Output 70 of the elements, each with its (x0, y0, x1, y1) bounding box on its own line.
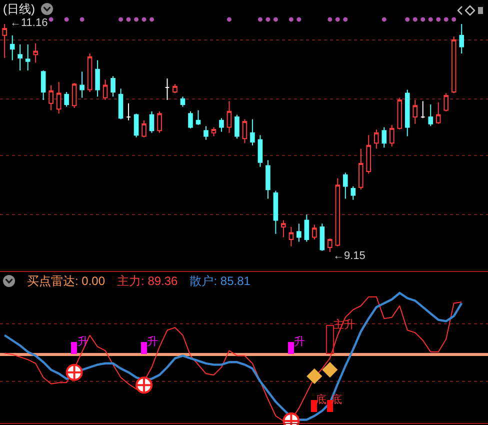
candlestick (335, 178, 340, 247)
candlestick (157, 110, 162, 134)
candlestick (312, 224, 317, 240)
candlestick (10, 34, 15, 61)
candlestick (459, 24, 464, 54)
candlestick (296, 223, 302, 242)
candlestick (134, 113, 139, 138)
candlestick (343, 172, 348, 200)
candlestick (444, 92, 449, 112)
candlestick (428, 104, 434, 127)
candlestick (80, 71, 84, 98)
candlestick (389, 124, 394, 148)
candlestick (451, 36, 456, 94)
candlestick (118, 88, 124, 120)
candlestick (234, 114, 240, 140)
candlestick (266, 160, 270, 200)
candlestick (188, 110, 193, 129)
candlestick (350, 186, 356, 200)
candlestick (142, 120, 146, 138)
candlestick (412, 100, 418, 124)
candlestick (242, 118, 248, 144)
candlestick (436, 102, 441, 124)
candlestick (320, 223, 325, 252)
candlestick (72, 82, 77, 108)
candlestick (281, 220, 286, 238)
candlestick (33, 42, 38, 64)
candlestick (56, 81, 62, 114)
candlestick (420, 100, 426, 119)
text: 主力: 89.36 (117, 274, 178, 288)
candlestick (48, 84, 54, 111)
candlestick (180, 96, 186, 108)
candlestick (40, 70, 46, 100)
candlestick (149, 110, 154, 134)
candlestick (397, 97, 402, 130)
point (322, 362, 338, 378)
candlestick (64, 92, 69, 108)
annotation: ←9.15 (333, 250, 366, 262)
candlestick (273, 190, 278, 234)
candlestick (304, 214, 310, 242)
candlestick (102, 79, 108, 100)
annotation: 底 (315, 394, 326, 406)
candlestick (18, 44, 22, 72)
candlestick (219, 118, 224, 132)
candlestick (172, 84, 178, 94)
candlestick (404, 89, 410, 137)
text: 散户: 85.81 (190, 274, 250, 288)
candlestick (95, 60, 100, 98)
annotation: 升 (147, 336, 158, 348)
candlestick (374, 128, 379, 150)
candlestick (164, 78, 170, 100)
candlestick (358, 148, 364, 190)
candlestick (211, 126, 216, 137)
candlestick (366, 134, 372, 174)
candlestick (328, 238, 332, 252)
candlestick (196, 110, 201, 126)
candlestick (226, 100, 232, 134)
annotation: ←11.16 (10, 17, 48, 29)
chart-title: (日线) (3, 2, 35, 16)
candlestick (288, 226, 294, 247)
candlestick (258, 134, 263, 168)
candlestick (250, 118, 255, 146)
candlestick (110, 76, 116, 98)
candlestick (25, 44, 30, 72)
candlestick (126, 102, 131, 121)
annotation: 升 (294, 336, 306, 348)
candlestick (204, 126, 208, 140)
point (306, 368, 322, 384)
text: 买点雷达: 0.00 (27, 274, 106, 288)
candlestick (382, 126, 387, 148)
candlestick (87, 52, 92, 93)
